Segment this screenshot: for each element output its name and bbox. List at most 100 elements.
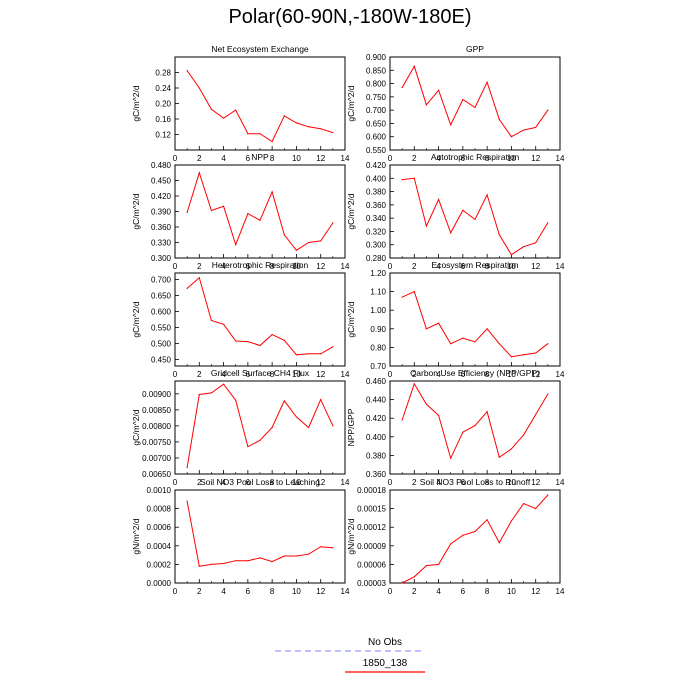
- data-point: [247, 133, 249, 135]
- panel-title: Gridcell Surface CH4 Flux: [211, 368, 310, 378]
- x-tick-label: 6: [246, 262, 251, 271]
- x-tick-label: 10: [292, 154, 301, 163]
- data-point: [413, 177, 415, 179]
- data-point: [271, 333, 273, 336]
- y-tick-label: 0.28: [155, 69, 171, 78]
- y-tick-label: 0.700: [366, 106, 387, 115]
- y-tick-label: 0.20: [155, 100, 171, 109]
- y-tick-label: 1.10: [370, 288, 386, 297]
- data-point: [547, 222, 549, 224]
- data-point: [498, 234, 500, 236]
- data-point: [186, 69, 188, 72]
- data-point: [437, 198, 440, 201]
- data-point: [522, 129, 525, 131]
- x-tick-label: 10: [292, 478, 301, 487]
- x-tick-label: 8: [270, 478, 275, 487]
- panel-title: NPP: [251, 152, 269, 162]
- data-point: [522, 354, 525, 356]
- data-point: [247, 212, 249, 215]
- x-tick-label: 6: [246, 154, 251, 163]
- x-tick-label: 4: [221, 154, 226, 163]
- x-tick-label: 10: [507, 262, 516, 271]
- data-point: [425, 403, 428, 405]
- y-axis-label: gC/m^2/d: [131, 301, 141, 337]
- data-point: [437, 563, 440, 566]
- data-point: [498, 456, 500, 458]
- y-tick-label: 0.750: [366, 93, 387, 102]
- y-tick-label: 0.400: [366, 433, 387, 442]
- data-point: [462, 431, 464, 433]
- data-point: [283, 115, 285, 117]
- y-tick-label: 0.0008: [147, 505, 172, 514]
- y-tick-label: 0.70: [370, 362, 386, 371]
- y-tick-label: 0.0000: [147, 579, 172, 588]
- x-tick-label: 14: [556, 587, 565, 596]
- data-point: [510, 356, 513, 358]
- data-point: [486, 328, 488, 330]
- x-tick-label: 8: [270, 370, 275, 379]
- series-line: [402, 177, 549, 256]
- x-tick-label: 8: [270, 587, 275, 596]
- data-point: [522, 503, 525, 505]
- y-axis-label: gC/m^2/d: [131, 409, 141, 445]
- data-point: [295, 354, 298, 356]
- data-point: [332, 346, 334, 348]
- data-point: [259, 219, 261, 221]
- data-point: [510, 136, 513, 138]
- x-tick-label: 10: [507, 154, 516, 163]
- y-tick-label: 0.330: [151, 239, 172, 248]
- x-tick-label: 12: [531, 154, 540, 163]
- y-tick-label: 0.24: [155, 84, 171, 93]
- data-point: [198, 393, 200, 396]
- y-tick-label: 0.340: [366, 214, 387, 223]
- data-point: [320, 546, 322, 548]
- series-line: [401, 494, 549, 584]
- chart-panel: Autotrophic Respiration gC/m^2/d 0 2 4 6 8 10 12…: [346, 152, 565, 271]
- x-tick-label: 2: [412, 587, 417, 596]
- chart-panel: GPP gC/m^2/d 0 2 4 6 8 10 12 14 0.550 0.600 0.650 0.7…: [346, 44, 565, 163]
- y-axis-label: gC/m^2/d: [131, 85, 141, 121]
- data-point: [210, 319, 213, 322]
- x-tick-label: 2: [197, 154, 202, 163]
- data-point: [462, 337, 464, 339]
- y-axis-label: gC/m^2/d: [346, 85, 356, 121]
- data-point: [307, 241, 310, 244]
- data-point: [320, 128, 322, 130]
- data-point: [307, 353, 310, 355]
- panel-title: Ecosystem Respiration: [432, 260, 519, 270]
- plot-frame: [174, 56, 346, 151]
- data-point: [425, 565, 428, 567]
- data-point: [486, 81, 488, 83]
- y-tick-label: 0.420: [151, 192, 172, 201]
- data-point: [486, 519, 488, 521]
- data-point: [547, 109, 549, 111]
- data-point: [307, 553, 310, 555]
- y-axis-label: NPP/GPP: [346, 408, 356, 446]
- data-point: [547, 343, 549, 345]
- chart-panels: Net Ecosystem Exchange gC/m^2/d 0 2 4 6 8 10 12 1…: [131, 44, 565, 596]
- y-tick-label: 0.00700: [142, 454, 171, 463]
- x-tick-label: 4: [436, 478, 441, 487]
- data-point: [413, 576, 415, 578]
- data-point: [198, 87, 200, 89]
- y-tick-label: 0.360: [366, 201, 387, 210]
- data-point: [510, 448, 513, 450]
- y-tick-label: 1.20: [370, 269, 386, 278]
- x-tick-label: 8: [485, 370, 490, 379]
- data-point: [462, 98, 464, 101]
- y-tick-label: 0.850: [366, 66, 387, 75]
- data-point: [332, 131, 334, 134]
- data-point: [320, 240, 322, 242]
- y-tick-label: 0.600: [366, 133, 387, 142]
- data-point: [522, 434, 525, 436]
- data-point: [462, 209, 464, 211]
- plot-frame: [174, 164, 346, 259]
- x-tick-label: 4: [221, 478, 226, 487]
- data-point: [222, 562, 225, 565]
- plot-frame: [174, 380, 346, 475]
- data-point: [474, 530, 476, 533]
- y-tick-label: 0.500: [151, 340, 172, 349]
- panel-title: Soil NO3 Pool Loss to Leaching: [200, 477, 320, 487]
- data-point: [401, 179, 403, 181]
- x-tick-label: 4: [436, 587, 441, 596]
